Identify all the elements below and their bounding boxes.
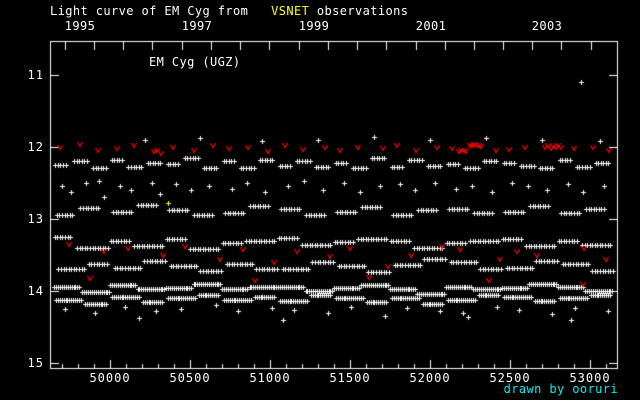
- y-tick-label: 14: [27, 284, 44, 298]
- vsnet-label: VSNET: [271, 4, 310, 18]
- x-tick-label: 51000: [249, 371, 291, 385]
- chart-title-suffix: observations: [309, 4, 409, 18]
- year-tick-label: 1995: [64, 19, 96, 33]
- year-tick-label: 2003: [531, 19, 563, 33]
- y-tick-label: 11: [27, 68, 44, 82]
- x-tick-label: 50500: [169, 371, 211, 385]
- y-tick-label: 12: [27, 140, 44, 154]
- chart-title: Light curve of EM Cyg from VSNET observa…: [50, 5, 408, 18]
- credit-label: drawn by ooruri: [503, 382, 618, 396]
- x-tick-label: 51500: [329, 371, 371, 385]
- y-tick-label: 13: [27, 212, 44, 226]
- x-tick-label: 50000: [89, 371, 131, 385]
- object-label: EM Cyg (UGZ): [149, 55, 241, 69]
- chart-title-prefix: Light curve of EM Cyg from: [50, 4, 272, 18]
- x-tick-label: 52000: [409, 371, 451, 385]
- year-tick-label: 1997: [181, 19, 213, 33]
- y-tick-label: 15: [27, 356, 44, 370]
- year-tick-label: 2001: [415, 19, 447, 33]
- x-tick-label: 53000: [569, 371, 611, 385]
- x-tick-label: 52500: [489, 371, 531, 385]
- year-tick-label: 1999: [298, 19, 330, 33]
